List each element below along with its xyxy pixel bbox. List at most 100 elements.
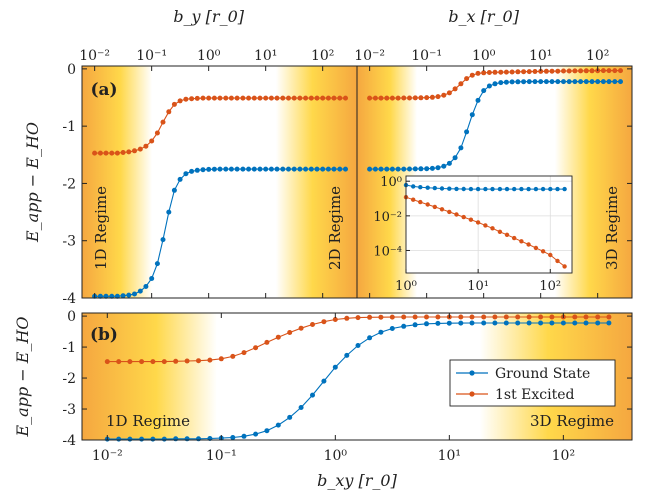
a-right-ground-point xyxy=(612,79,618,85)
b-xtick-label: 10² xyxy=(552,448,575,464)
a-right-ground-point xyxy=(549,79,555,85)
b-ground-point xyxy=(469,320,475,326)
a-right-ground-point xyxy=(555,79,561,85)
a-left-ground-point xyxy=(149,276,155,281)
inset-ground-point xyxy=(555,186,560,192)
a-ytick-label: 0 xyxy=(67,62,76,78)
b-ytick-label: -4 xyxy=(62,433,76,449)
a-ytick-label: -4 xyxy=(62,291,76,307)
a-left-excited-point xyxy=(200,95,206,101)
a-right-excited-point xyxy=(412,95,418,101)
a-ylabel: E_app − E_HO xyxy=(23,122,42,243)
inset-ytick-label: 10⁰ xyxy=(380,175,402,190)
a-left-excited-point xyxy=(325,95,331,101)
a-right-excited-point xyxy=(503,69,509,75)
inset-xtick-label: 10⁰ xyxy=(395,279,417,294)
a-right-excited-point xyxy=(378,95,384,101)
inset-excited-point xyxy=(526,242,531,247)
a-right-ground-point xyxy=(532,79,538,85)
inset-frame xyxy=(405,175,573,274)
inset-excited-point xyxy=(548,252,553,258)
a-right-excited-point xyxy=(424,95,430,101)
inset-ground-point xyxy=(512,186,517,192)
a-left-ground-point xyxy=(314,166,320,172)
b-ground-point xyxy=(127,436,133,442)
legend-swatch-marker xyxy=(469,370,475,376)
a-left-excited-point xyxy=(274,95,280,101)
regime-1d-shade xyxy=(82,66,152,298)
a-left-ground-point xyxy=(143,284,149,289)
b-ground-point xyxy=(503,320,509,326)
b-excited-point xyxy=(241,350,247,356)
a-top-left-tick-label: 10² xyxy=(311,48,334,64)
a-right-ground-point xyxy=(372,166,378,172)
a-right-ground-point xyxy=(412,166,418,172)
b-excited-point xyxy=(116,359,122,365)
a-right-excited-point xyxy=(583,68,589,74)
b-ytick-label: -3 xyxy=(62,402,76,418)
a-left-ground-point xyxy=(160,237,166,243)
b-excited-point xyxy=(264,339,270,345)
a-right-ground-point xyxy=(441,163,447,169)
inset-excited-point xyxy=(519,239,524,244)
b-ground-point xyxy=(355,343,361,348)
a-right-ground-point xyxy=(492,81,498,87)
a-left-ground-point xyxy=(251,166,257,172)
a-regime-label-2: 3D Regime xyxy=(603,186,621,270)
b-excited-point xyxy=(127,359,133,365)
a-left-excited-point xyxy=(320,95,326,101)
b-ground-point xyxy=(321,378,327,384)
a-right-excited-point xyxy=(521,69,527,75)
a-right-excited-point xyxy=(458,81,464,87)
inset-bg xyxy=(406,176,572,273)
inset-ytick-label: 10⁻⁴ xyxy=(373,244,402,259)
b-excited-point xyxy=(161,359,167,365)
inset-ground-point xyxy=(483,186,488,192)
a-right-excited-point xyxy=(498,69,504,75)
b-ground-point xyxy=(139,436,145,442)
a-left-excited-point xyxy=(251,95,257,101)
a-right-excited-point xyxy=(441,92,447,98)
a-left-excited-point xyxy=(120,150,126,155)
a-left-ground-point xyxy=(154,261,160,267)
b-ground-point xyxy=(344,352,350,358)
inset-ground-point xyxy=(562,186,567,192)
a-right-excited-point xyxy=(532,69,538,74)
a-ytick-label: -2 xyxy=(62,176,76,192)
inset-excited-point xyxy=(490,226,495,231)
inset-excited-point xyxy=(454,212,459,217)
a-left-ground-point xyxy=(126,292,132,298)
a-left-excited-point xyxy=(211,95,217,101)
b-excited-point xyxy=(253,345,259,351)
a-right-ground-point xyxy=(509,79,515,85)
a-left-excited-point xyxy=(280,95,286,101)
a-left-ground-point xyxy=(343,166,348,172)
b-ground-point xyxy=(492,320,498,326)
b-excited-point xyxy=(595,314,601,320)
b-ground-point xyxy=(412,322,418,328)
a-right-ground-point xyxy=(367,166,373,172)
panel-b-label: (b) xyxy=(90,325,118,345)
a-right-ground-point xyxy=(600,79,606,85)
a-right-ground-point xyxy=(407,166,412,172)
inset-ground-point xyxy=(447,186,452,191)
a-top-right-tick-label: 10² xyxy=(586,48,609,64)
b-excited-point xyxy=(572,314,578,320)
panel-b-frame xyxy=(81,312,633,441)
inset-excited-point xyxy=(447,209,452,215)
a-left-excited-point xyxy=(171,101,177,107)
a-right-excited-point xyxy=(555,68,561,74)
a-left-excited-point xyxy=(132,148,137,154)
b-ground-point xyxy=(241,433,247,439)
a-left-excited-point xyxy=(114,150,120,156)
a-right-excited-point xyxy=(600,68,606,74)
a-right-excited-point xyxy=(401,95,407,101)
b-ground-point xyxy=(196,436,201,442)
b-ground-point xyxy=(583,320,589,326)
a-left-ground-point xyxy=(206,166,212,172)
inset-excited-point xyxy=(461,214,466,220)
b-excited-point xyxy=(104,359,110,365)
b-excited-point xyxy=(458,314,464,320)
b-excited-point xyxy=(196,358,201,364)
a-right-ground-point xyxy=(515,79,521,85)
